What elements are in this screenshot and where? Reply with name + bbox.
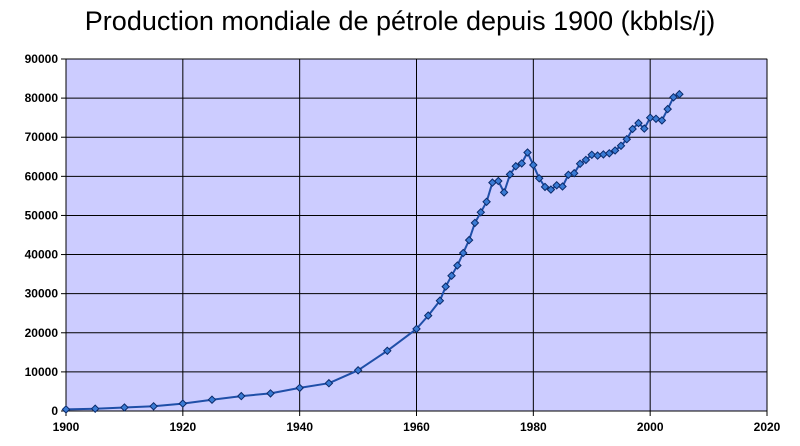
y-tick-label: 60000 — [25, 169, 59, 183]
data-point — [324, 378, 334, 388]
data-point — [441, 282, 451, 291]
data-point — [628, 124, 637, 134]
data-point — [458, 248, 468, 258]
data-point — [90, 404, 100, 414]
x-tick-label: 1980 — [520, 420, 547, 434]
data-point — [587, 150, 597, 160]
x-tick-label: 2000 — [637, 420, 664, 434]
y-tick-label: 90000 — [25, 52, 59, 66]
data-point — [453, 261, 462, 270]
y-tick-label: 0 — [51, 404, 58, 418]
series — [61, 89, 684, 414]
y-tick-label: 80000 — [25, 91, 59, 105]
y-tick-label: 20000 — [25, 326, 59, 340]
data-point — [569, 168, 579, 178]
data-point — [435, 296, 445, 306]
data-point — [476, 207, 486, 217]
y-tick-label: 10000 — [25, 365, 59, 379]
data-point — [523, 148, 532, 157]
data-point — [622, 134, 632, 144]
data-point — [610, 146, 620, 155]
data-point — [178, 399, 188, 408]
data-point — [423, 311, 433, 320]
data-point — [295, 383, 305, 393]
data-point — [236, 391, 246, 401]
data-point — [540, 182, 550, 192]
y-tick-label: 50000 — [25, 208, 59, 222]
data-point — [511, 161, 521, 171]
data-point — [558, 182, 567, 191]
data-point — [675, 89, 684, 99]
y-tick-labels: 0 10000 20000 30000 40000 50000 60000 70000 8000… — [25, 52, 59, 418]
y-tick-label: 40000 — [25, 248, 59, 262]
y-tick-label: 70000 — [25, 130, 59, 144]
data-point — [581, 155, 591, 165]
data-point — [464, 235, 474, 245]
data-point — [604, 148, 614, 158]
x-tick-label: 2020 — [754, 420, 781, 434]
data-point — [493, 176, 503, 186]
data-point — [447, 271, 456, 281]
x-tick-label: 1960 — [403, 420, 430, 434]
data-point — [470, 218, 480, 228]
data-point — [639, 124, 649, 133]
data-point — [575, 159, 585, 169]
data-point — [616, 141, 626, 151]
data-point — [669, 92, 678, 102]
y-tick-label: 30000 — [25, 287, 59, 301]
data-point — [207, 395, 217, 405]
data-point — [657, 116, 667, 125]
x-tick-label: 1920 — [169, 420, 196, 434]
data-point — [412, 324, 421, 334]
data-point — [382, 346, 392, 356]
axes — [61, 58, 768, 416]
grid-lines — [66, 58, 768, 411]
data-point — [61, 405, 71, 414]
x-tick-label: 1900 — [53, 420, 80, 434]
data-point — [266, 389, 275, 398]
data-point — [482, 197, 491, 207]
data-point — [534, 173, 544, 183]
data-point — [499, 188, 509, 197]
data-point — [149, 401, 158, 411]
chart-title: Production mondiale de pétrole depuis 19… — [84, 6, 716, 36]
data-point — [353, 365, 363, 375]
x-tick-label: 1940 — [286, 420, 313, 434]
x-tick-labels: 1900 1920 1940 1960 1980 2000 2020 — [53, 420, 781, 434]
data-point — [505, 170, 515, 179]
data-point — [552, 180, 562, 190]
data-point — [517, 159, 527, 168]
data-point — [634, 118, 643, 128]
data-point — [120, 403, 129, 412]
data-point — [528, 160, 538, 170]
data-point — [645, 113, 655, 123]
data-point — [546, 185, 556, 194]
data-point — [663, 104, 673, 114]
